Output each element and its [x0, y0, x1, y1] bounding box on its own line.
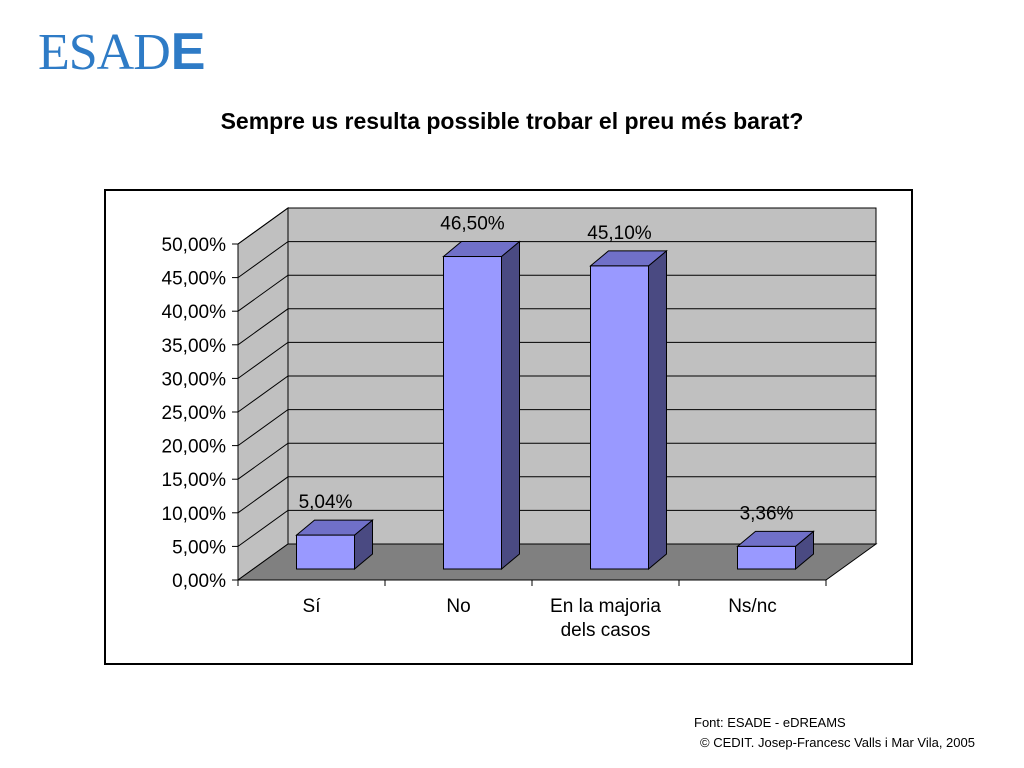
gridline: [237, 375, 876, 413]
data-label: 46,50%: [440, 214, 505, 235]
gridline: [237, 241, 876, 279]
data-label: 5,04%: [299, 492, 353, 513]
x-tick-label: No: [446, 596, 470, 617]
y-tick-label: 45,00%: [162, 269, 227, 290]
y-tick-label: 20,00%: [162, 437, 227, 458]
data-label: 45,10%: [587, 223, 652, 244]
bar: [443, 256, 502, 570]
gridline: [237, 509, 876, 547]
bar-side: [648, 249, 667, 571]
y-tick-label: 0,00%: [172, 571, 226, 592]
gridline: [237, 207, 876, 245]
y-tick-label: 5,00%: [172, 537, 226, 558]
y-tick-label: 40,00%: [162, 302, 227, 323]
x-tick-label: Ns/nc: [728, 596, 777, 617]
bar-side: [501, 240, 520, 571]
x-tick-label: dels casos: [561, 620, 651, 641]
gridline: [237, 442, 876, 480]
gridline: [237, 409, 876, 447]
gridline: [237, 476, 876, 514]
y-tick-label: 15,00%: [162, 470, 227, 491]
bar: [590, 265, 649, 570]
source-note: Font: ESADE - eDREAMS: [694, 715, 846, 730]
data-label: 3,36%: [740, 503, 794, 524]
gridline: [237, 341, 876, 379]
bar: [296, 534, 355, 570]
y-tick-label: 30,00%: [162, 369, 227, 390]
y-tick-label: 50,00%: [162, 235, 227, 256]
bar: [737, 545, 796, 570]
gridline: [237, 308, 876, 346]
x-tick-label: Sí: [303, 596, 322, 617]
gridline: [237, 274, 876, 312]
copyright-note: © CEDIT. Josep-Francesc Valls i Mar Vila…: [700, 735, 975, 750]
esade-logo: ESADE: [38, 23, 205, 81]
chart-title: Sempre us resulta possible trobar el pre…: [220, 108, 804, 134]
y-tick-label: 25,00%: [162, 403, 227, 424]
x-tick-label: En la majoria: [550, 596, 661, 617]
y-tick-label: 35,00%: [162, 336, 227, 357]
y-tick-label: 10,00%: [162, 504, 227, 525]
